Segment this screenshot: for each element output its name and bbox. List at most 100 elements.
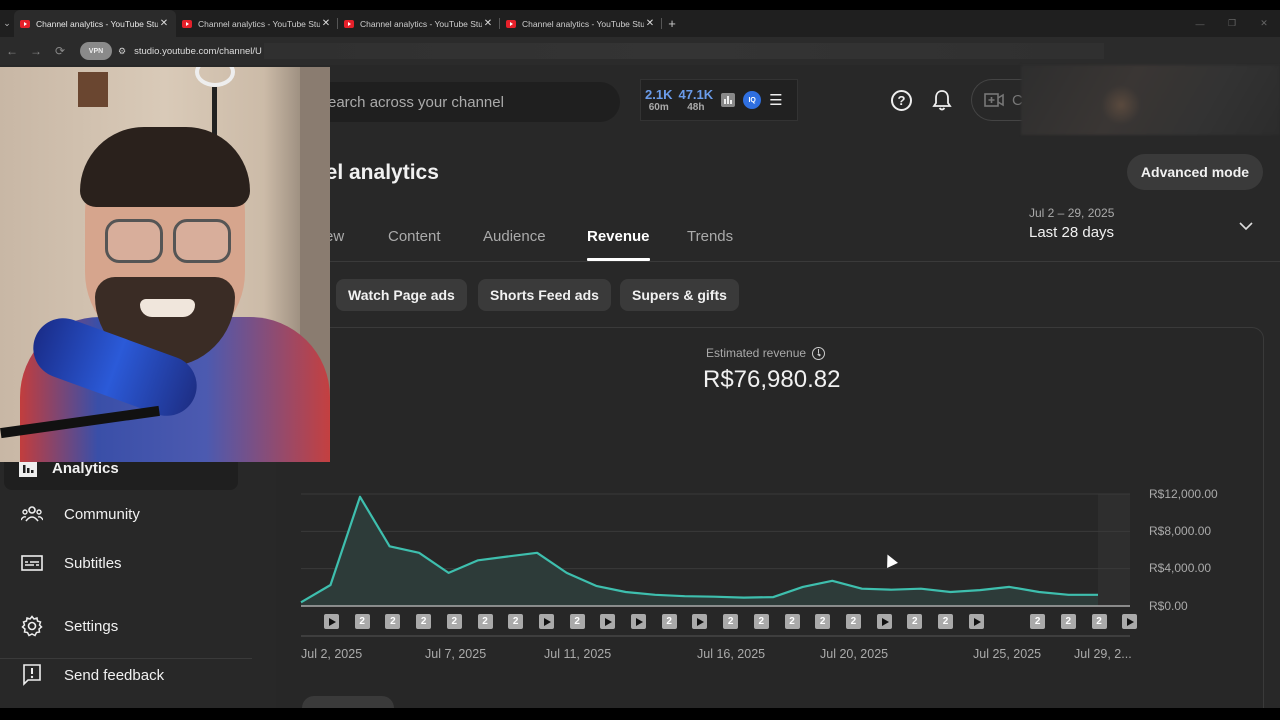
reload-icon[interactable]: ⟳	[54, 44, 66, 58]
window-controls: — ❐ ✕	[1184, 10, 1280, 37]
chip-shorts-feed-ads[interactable]: Shorts Feed ads	[478, 279, 611, 311]
browser-tab[interactable]: Channel analytics - YouTube Studio ✕	[14, 10, 176, 37]
youtube-favicon-icon	[20, 19, 30, 28]
y-tick: R$0.00	[1149, 599, 1188, 613]
back-icon[interactable]: ←	[6, 44, 18, 58]
page-title: nnel analytics	[300, 161, 439, 184]
x-tick: Jul 7, 2025	[425, 647, 487, 661]
close-tab-icon[interactable]: ✕	[483, 18, 493, 29]
tab-search-chevron-icon[interactable]: ⌄	[3, 18, 11, 28]
chevron-down-icon[interactable]	[1239, 218, 1253, 236]
y-tick: R$8,000.00	[1149, 524, 1212, 538]
x-tick: Jul 11, 2025	[544, 647, 612, 661]
video-marker-count[interactable]: 2	[416, 614, 432, 629]
video-marker-count[interactable]: 2	[753, 614, 769, 629]
close-tab-icon[interactable]: ✕	[321, 18, 331, 29]
x-tick: Jul 20, 2025	[820, 647, 889, 661]
realtime-stats-widget[interactable]: 2.1K 60m 47.1K 48h IQ ☰	[640, 79, 798, 121]
x-tick: Jul 29, 2...	[1074, 647, 1132, 661]
browser-tab-strip: ⌄ Channel analytics - YouTube Studio ✕ C…	[0, 10, 1280, 37]
video-marker-count[interactable]: 2	[723, 614, 739, 629]
x-tick: Jul 25, 2025	[973, 647, 1042, 661]
sidebar-divider	[0, 658, 252, 659]
video-marker-count[interactable]: 2	[661, 614, 677, 629]
video-marker-count[interactable]: 2	[815, 614, 831, 629]
metric-label: Estimated revenue	[706, 346, 826, 360]
subtitles-icon	[0, 555, 64, 571]
analytics-icon	[4, 459, 52, 477]
help-icon[interactable]: ?	[891, 90, 912, 111]
search-input[interactable]: earch across your channel	[300, 82, 620, 122]
url-field[interactable]: studio.youtube.com/channel/U	[134, 45, 265, 57]
x-tick: Jul 16, 2025	[697, 647, 766, 661]
menu-icon[interactable]: ☰	[769, 92, 783, 109]
restore-icon[interactable]: ❐	[1227, 18, 1237, 28]
video-marker-count[interactable]: 2	[477, 614, 493, 629]
minimize-icon[interactable]: —	[1195, 18, 1205, 29]
video-marker-count[interactable]: 2	[938, 614, 953, 629]
browser-tab[interactable]: Channel analytics - YouTube Studio ✕	[338, 10, 500, 37]
tab-content[interactable]: Content	[388, 228, 441, 245]
bar-chart-icon[interactable]	[721, 93, 736, 107]
video-marker-count[interactable]: 2	[1091, 614, 1107, 629]
video-marker-count[interactable]: 2	[354, 614, 370, 629]
video-marker-count[interactable]: 2	[446, 614, 462, 629]
sidebar-item-community[interactable]: Community	[0, 492, 252, 536]
video-marker-play-icon[interactable]	[876, 614, 892, 629]
video-marker-count[interactable]: 2	[385, 614, 401, 629]
advanced-mode-button[interactable]: Advanced mode	[1127, 154, 1263, 190]
browser-tab[interactable]: Channel analytics - YouTube Studio ✕	[176, 10, 338, 37]
youtube-favicon-icon	[506, 19, 516, 28]
video-marker-count[interactable]: 2	[1030, 614, 1046, 629]
address-bar: ← → ⟳ VPN ⚙ studio.youtube.com/channel/U	[0, 37, 1280, 65]
video-marker-count[interactable]: 2	[784, 614, 800, 629]
tab-revenue[interactable]: Revenue	[587, 228, 650, 261]
close-window-icon[interactable]: ✕	[1260, 18, 1268, 28]
video-marker-play-icon[interactable]	[324, 614, 339, 629]
forward-icon[interactable]: →	[30, 44, 42, 58]
video-marker-count[interactable]: 2	[845, 614, 861, 629]
video-marker-play-icon[interactable]	[968, 614, 984, 629]
community-icon	[0, 506, 64, 522]
site-settings-icon[interactable]: ⚙	[118, 45, 127, 56]
video-marker-play-icon[interactable]	[538, 614, 554, 629]
close-tab-icon[interactable]: ✕	[159, 18, 169, 29]
youtube-favicon-icon	[182, 19, 192, 28]
create-button[interactable]: C	[971, 79, 1031, 121]
chip-supers-gifts[interactable]: Supers & gifts	[620, 279, 739, 311]
video-marker-count[interactable]: 2	[907, 614, 923, 629]
video-plus-icon	[984, 93, 1004, 107]
revenue-chart[interactable]	[0, 65, 1280, 708]
vpn-badge[interactable]: VPN	[80, 42, 112, 60]
tab-trends[interactable]: Trends	[687, 228, 734, 245]
sidebar-item-subtitles[interactable]: Subtitles	[0, 541, 252, 585]
y-tick: R$4,000.00	[1149, 561, 1212, 575]
new-tab-button[interactable]: +	[668, 16, 676, 31]
clock-icon[interactable]	[812, 346, 826, 360]
video-marker-count[interactable]: 2	[508, 614, 524, 629]
date-range-picker[interactable]: Jul 2 – 29, 2025 Last 28 days	[1029, 206, 1115, 241]
sidebar-item-send-feedback[interactable]: Send feedback	[0, 653, 252, 697]
video-marker-play-icon[interactable]	[1122, 614, 1138, 629]
video-marker-play-icon[interactable]	[631, 614, 646, 629]
metric-value: R$76,980.82	[703, 366, 841, 393]
video-marker-count[interactable]: 2	[1060, 614, 1076, 629]
youtube-favicon-icon	[344, 19, 354, 28]
browser-tab[interactable]: Channel analytics - YouTube Studio ✕	[500, 10, 662, 37]
y-tick: R$12,000.00	[1149, 487, 1218, 501]
extension-icon[interactable]: IQ	[743, 91, 762, 109]
feedback-icon	[0, 664, 64, 686]
x-tick: Jul 2, 2025	[301, 647, 363, 661]
video-marker-play-icon[interactable]	[600, 614, 616, 629]
bell-icon[interactable]	[932, 89, 952, 116]
blurred-region	[1021, 65, 1280, 135]
video-marker-count[interactable]: 2	[569, 614, 585, 629]
gear-icon	[0, 615, 64, 637]
tab-audience[interactable]: Audience	[483, 228, 546, 245]
video-marker-play-icon[interactable]	[692, 614, 708, 629]
chip-watch-page-ads[interactable]: Watch Page ads	[336, 279, 467, 311]
stat-60m: 2.1K 60m	[645, 87, 673, 113]
close-tab-icon[interactable]: ✕	[645, 18, 655, 29]
sidebar-item-settings[interactable]: Settings	[0, 604, 252, 648]
